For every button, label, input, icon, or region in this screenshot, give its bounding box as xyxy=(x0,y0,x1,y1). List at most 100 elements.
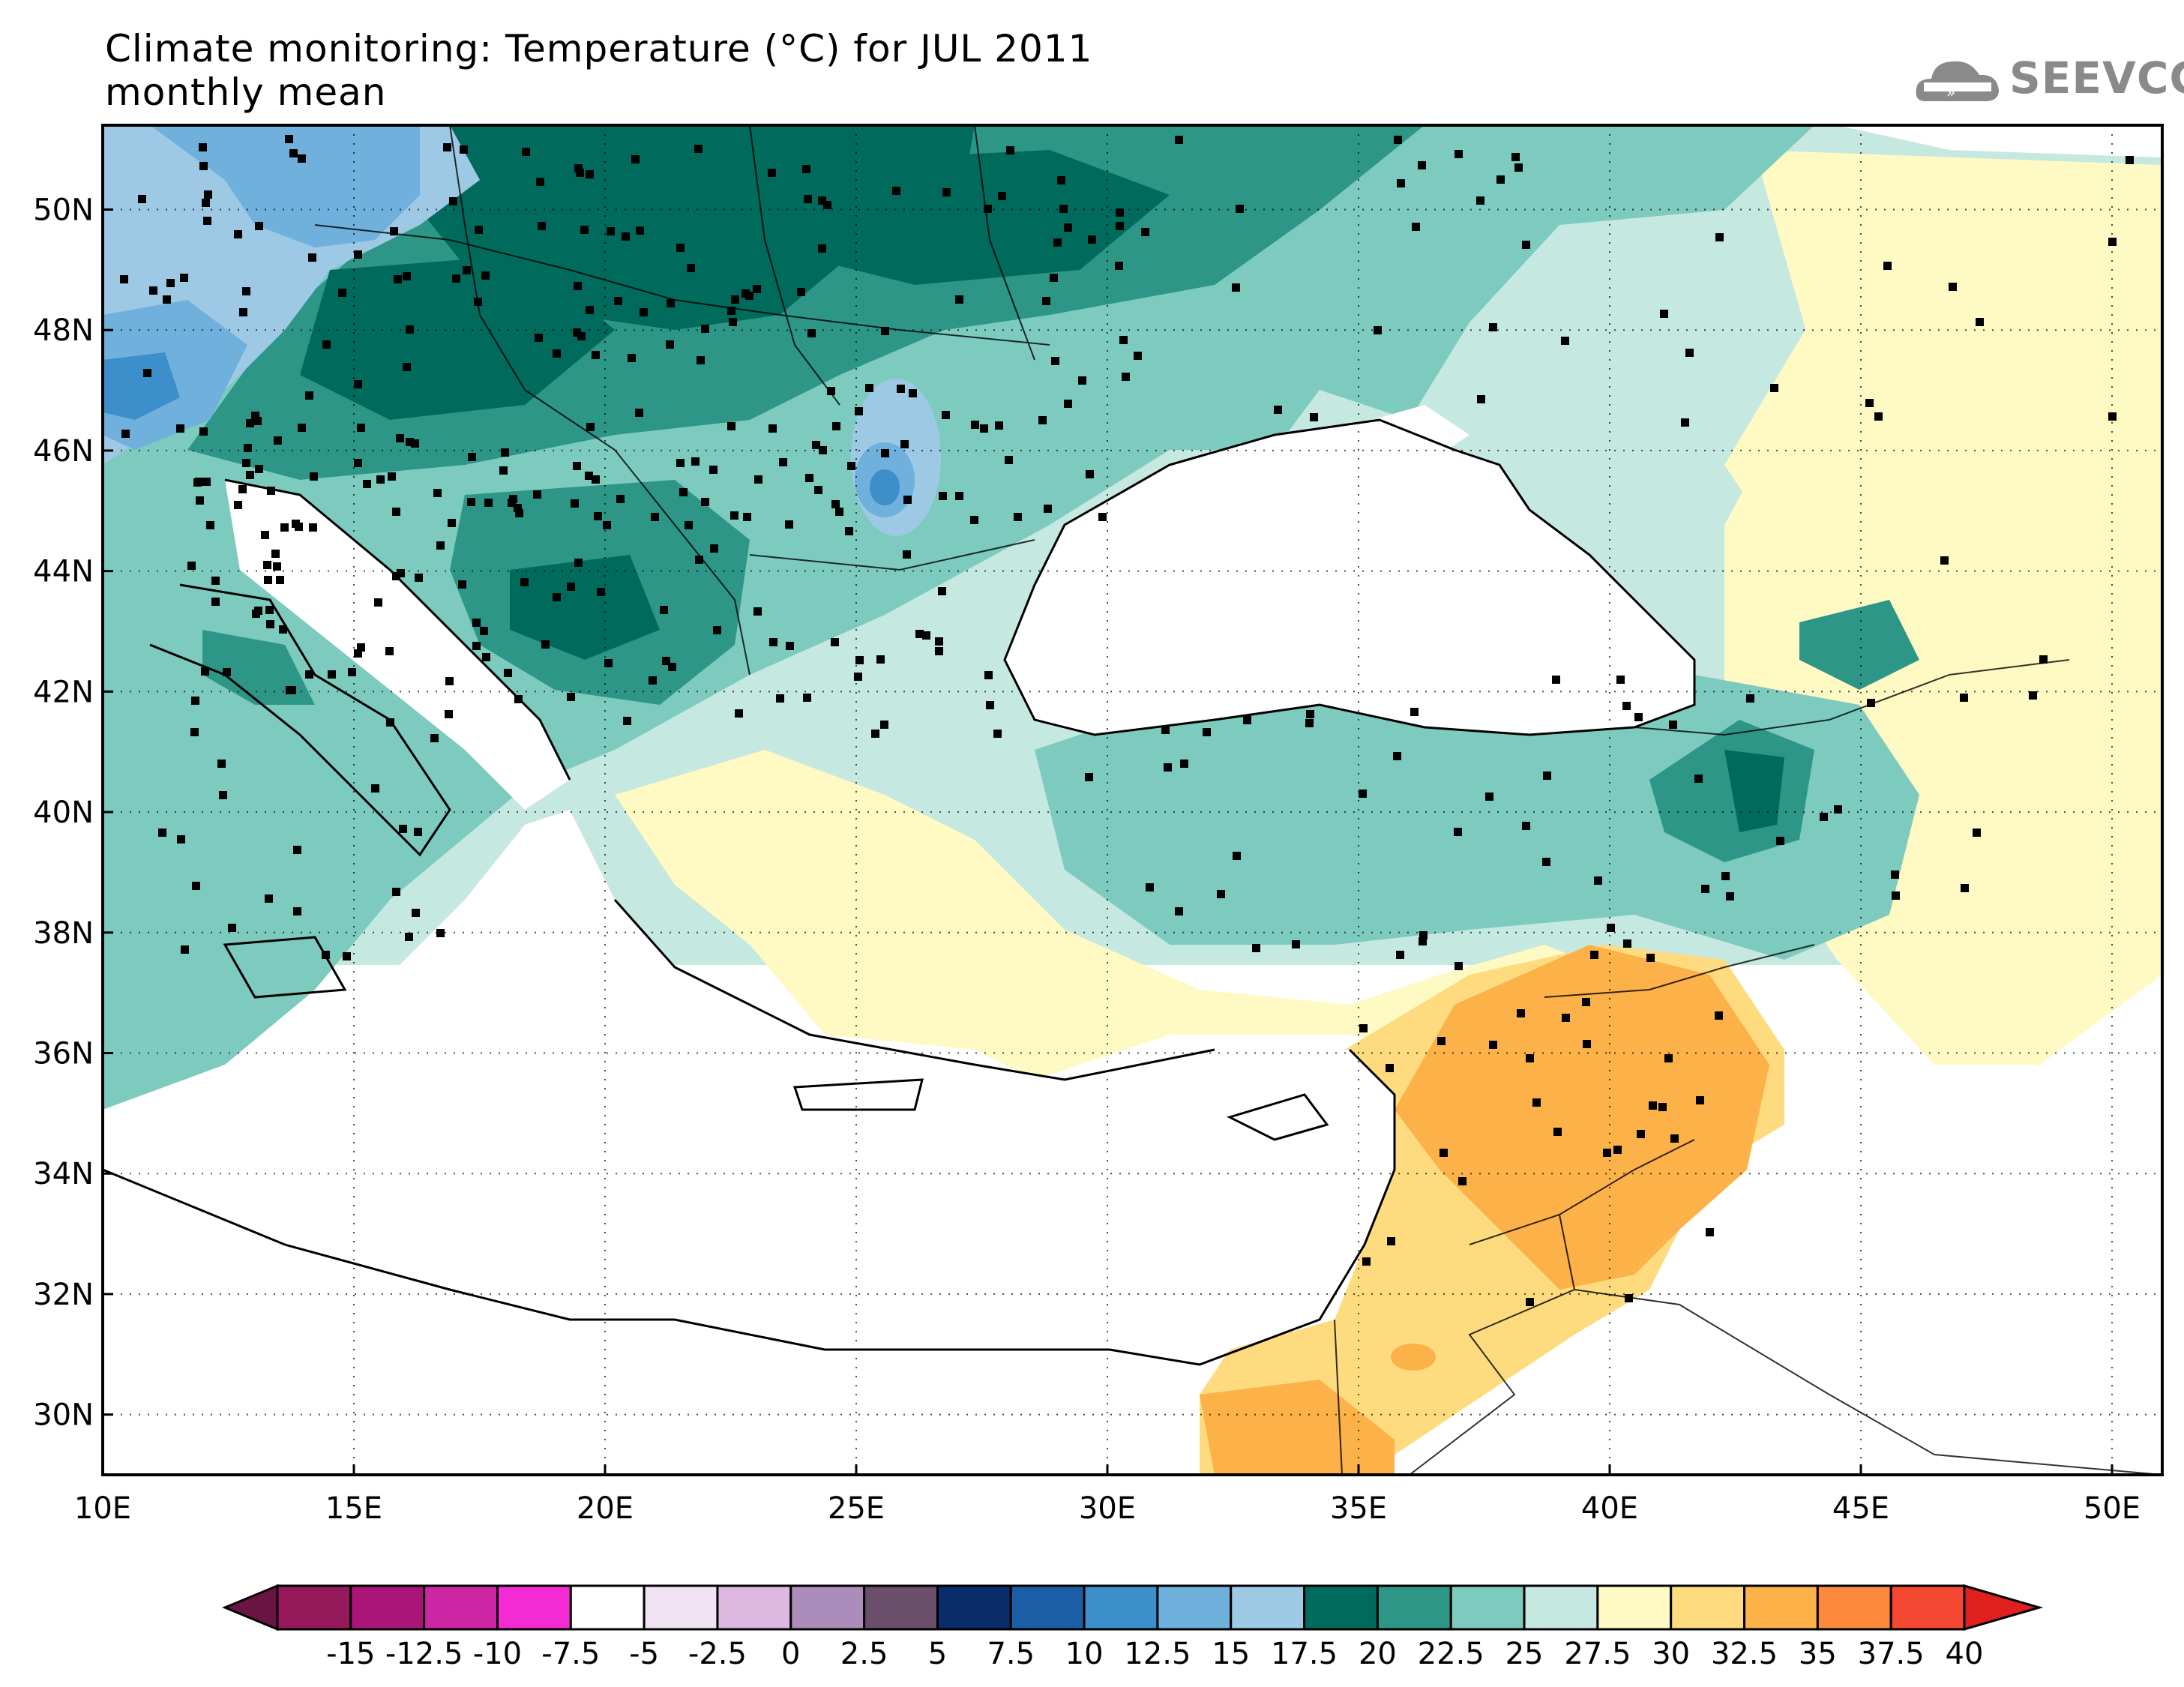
station-marker xyxy=(668,663,676,671)
station-marker xyxy=(481,271,490,280)
station-marker xyxy=(865,384,873,392)
colorbar-swatch xyxy=(863,1584,939,1631)
station-marker xyxy=(138,195,146,203)
station-marker xyxy=(1681,418,1689,427)
station-marker xyxy=(1594,876,1602,885)
station-marker xyxy=(831,638,839,646)
colorbar-swatch xyxy=(569,1584,646,1631)
station-marker xyxy=(827,387,835,395)
station-marker xyxy=(1115,262,1123,270)
station-marker xyxy=(585,472,593,480)
station-marker xyxy=(163,295,171,304)
colorbar-label: 12.5 xyxy=(1124,1637,1191,1671)
colorbar-swatch xyxy=(1743,1584,1819,1631)
station-marker xyxy=(374,598,382,607)
station-marker xyxy=(1940,556,1949,565)
station-marker xyxy=(935,637,943,646)
station-marker xyxy=(802,165,810,173)
station-marker xyxy=(1960,694,1968,702)
station-marker xyxy=(480,627,488,635)
station-marker xyxy=(2126,156,2134,164)
station-marker xyxy=(604,659,613,667)
colorbar-label: 17.5 xyxy=(1271,1637,1338,1671)
station-marker xyxy=(1064,400,1072,408)
colorbar-under-arrow xyxy=(222,1584,279,1632)
station-marker xyxy=(403,363,411,371)
station-marker xyxy=(265,894,273,903)
station-marker xyxy=(797,288,805,296)
station-marker xyxy=(392,508,400,516)
station-marker xyxy=(768,169,776,177)
station-marker xyxy=(295,523,303,531)
colorbar-label: -12.5 xyxy=(385,1637,463,1671)
station-marker xyxy=(1623,939,1631,948)
colorbar-label: 30 xyxy=(1652,1637,1690,1671)
station-marker xyxy=(903,496,912,504)
station-marker xyxy=(445,710,453,718)
station-marker xyxy=(1064,223,1072,232)
station-marker xyxy=(1476,196,1484,205)
station-marker xyxy=(1122,373,1130,381)
station-marker xyxy=(265,606,274,614)
station-marker xyxy=(308,253,316,262)
station-marker xyxy=(433,489,442,497)
lon-tick-label: 45E xyxy=(1832,1491,1889,1526)
station-marker xyxy=(1175,136,1183,144)
station-marker xyxy=(970,516,978,524)
station-marker xyxy=(468,453,476,461)
station-marker xyxy=(995,421,1003,430)
station-marker xyxy=(709,466,718,474)
lon-tick-label: 10E xyxy=(74,1491,131,1526)
station-marker xyxy=(251,412,259,420)
station-marker xyxy=(603,521,611,529)
station-marker xyxy=(640,308,648,316)
station-marker xyxy=(743,513,751,521)
station-marker xyxy=(701,325,709,333)
station-marker xyxy=(273,562,281,571)
colorbar-over-arrow xyxy=(1963,1584,2044,1631)
station-marker xyxy=(1669,721,1677,729)
station-marker xyxy=(149,286,157,295)
lon-tick-label: 25E xyxy=(828,1491,885,1526)
station-marker xyxy=(814,486,822,494)
station-marker xyxy=(729,318,737,326)
station-marker xyxy=(1561,337,1569,345)
station-marker xyxy=(385,647,394,655)
station-marker xyxy=(1203,728,1211,736)
station-marker xyxy=(190,728,199,736)
map-frame xyxy=(101,124,2164,1476)
station-marker xyxy=(354,380,362,388)
station-marker xyxy=(1038,416,1047,424)
station-marker xyxy=(1236,205,1244,213)
station-marker xyxy=(1085,773,1093,781)
colorbar-label: 20 xyxy=(1359,1637,1397,1671)
station-marker xyxy=(679,488,688,496)
station-marker xyxy=(180,274,188,282)
station-marker xyxy=(535,334,543,342)
lat-tick-label: 40N xyxy=(33,796,94,830)
station-marker xyxy=(1005,456,1013,464)
station-marker xyxy=(1310,413,1318,421)
station-marker xyxy=(1410,708,1419,716)
station-marker xyxy=(255,465,263,473)
station-marker xyxy=(1419,937,1427,945)
station-marker xyxy=(1715,1011,1723,1020)
station-marker xyxy=(1386,1064,1394,1072)
station-marker xyxy=(472,619,481,627)
station-marker xyxy=(2108,412,2117,421)
station-marker xyxy=(1044,505,1052,513)
station-marker xyxy=(414,828,422,836)
colorbar: -15 -12.5 -10 -7.5 -5 -2.5 0 2.5 5 7.5 10 12.5 15 17.… xyxy=(222,1584,2044,1671)
station-marker xyxy=(1511,153,1520,161)
colorbar-swatch xyxy=(789,1584,866,1631)
station-marker xyxy=(2029,691,2037,700)
logo-text: SEEVCCC xyxy=(2009,52,2184,103)
station-marker xyxy=(586,423,595,431)
station-marker xyxy=(694,145,703,153)
station-marker xyxy=(343,952,351,960)
station-marker xyxy=(903,550,911,559)
station-marker xyxy=(676,459,685,467)
coastlines xyxy=(103,418,1696,1366)
station-marker xyxy=(1553,1128,1562,1136)
station-marker xyxy=(573,328,581,337)
